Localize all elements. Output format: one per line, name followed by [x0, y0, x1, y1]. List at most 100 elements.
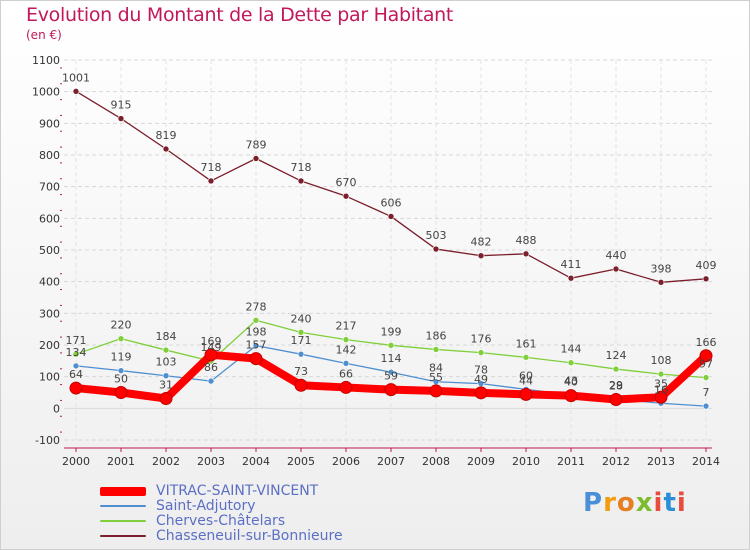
- data-point: [117, 115, 125, 122]
- y-tick-label: 900: [39, 117, 60, 130]
- data-label: 7: [703, 386, 710, 399]
- data-label: 670: [336, 176, 357, 189]
- y-tick-label: 1000: [32, 86, 60, 99]
- x-tick-label: 2002: [152, 455, 180, 468]
- data-label: 35: [654, 377, 668, 390]
- data-point: [252, 155, 260, 162]
- data-label: 199: [381, 325, 402, 338]
- x-tick-label: 2004: [242, 455, 270, 468]
- data-point: [384, 383, 398, 397]
- data-label: 184: [156, 330, 177, 343]
- data-label: 55: [429, 371, 443, 384]
- data-point: [387, 213, 395, 220]
- data-point: [609, 392, 623, 406]
- data-point: [114, 386, 128, 399]
- data-label: 819: [156, 129, 177, 142]
- data-label: 220: [111, 319, 132, 332]
- data-point: [429, 384, 443, 398]
- data-label: 16: [654, 383, 668, 396]
- data-label: 176: [471, 333, 492, 346]
- data-label: 66: [339, 367, 353, 380]
- data-point: [567, 274, 575, 282]
- data-label: 198: [246, 326, 267, 339]
- data-point: [339, 380, 353, 394]
- data-point: [657, 370, 665, 378]
- data-label: 169: [201, 335, 222, 348]
- legend-label: Chasseneuil-sur-Bonnieure: [156, 528, 343, 544]
- legend-label: Cherves-Châtelars: [156, 513, 286, 529]
- data-point: [387, 368, 395, 376]
- data-point: [432, 245, 440, 253]
- data-label: 409: [696, 259, 717, 272]
- legend-swatch: [100, 520, 146, 522]
- data-label: 440: [606, 249, 627, 262]
- data-label: 134: [66, 346, 87, 359]
- data-label: 28: [609, 379, 623, 392]
- data-label: 103: [156, 356, 177, 369]
- data-label: 114: [381, 352, 402, 365]
- data-label: 278: [246, 300, 267, 313]
- data-label: 64: [69, 368, 83, 381]
- data-label: 149: [201, 341, 222, 354]
- data-label: 186: [426, 329, 447, 342]
- y-tick-label: 700: [39, 181, 60, 194]
- data-label: 718: [201, 161, 222, 174]
- data-label: 171: [291, 334, 312, 347]
- x-tick-label: 2008: [422, 455, 450, 468]
- y-tick-label: 800: [39, 149, 60, 162]
- data-point: [477, 252, 485, 259]
- data-label: 503: [426, 229, 447, 242]
- data-point: [252, 342, 260, 349]
- data-point: [612, 365, 620, 373]
- data-point: [702, 275, 710, 283]
- data-label: 488: [516, 234, 537, 247]
- data-label: 606: [381, 196, 402, 209]
- data-label: 171: [66, 334, 87, 347]
- data-label: 73: [294, 365, 308, 378]
- data-point: [117, 367, 125, 374]
- data-label: 60: [519, 369, 533, 382]
- data-label: 1001: [62, 71, 90, 84]
- data-point: [162, 145, 170, 153]
- data-point: [342, 192, 350, 200]
- data-point: [699, 349, 713, 363]
- data-point: [654, 390, 668, 404]
- data-label: 124: [606, 349, 627, 362]
- x-tick-label: 2011: [557, 455, 585, 468]
- legend-swatch: [100, 535, 146, 537]
- y-tick-label: 300: [39, 307, 60, 320]
- x-tick-label: 2006: [332, 455, 360, 468]
- data-point: [657, 278, 665, 286]
- data-point: [294, 378, 308, 392]
- data-label: 144: [561, 343, 582, 356]
- data-point: [477, 349, 485, 356]
- y-tick-label: 200: [39, 339, 60, 352]
- data-label: 78: [474, 364, 488, 377]
- data-point: [207, 177, 215, 185]
- chart-subtitle: (en €): [26, 28, 62, 42]
- data-label: 108: [651, 354, 672, 367]
- data-label: 915: [111, 99, 132, 112]
- data-point: [342, 336, 350, 343]
- data-point: [72, 88, 80, 95]
- y-tick-label: 0: [53, 402, 60, 415]
- data-point: [519, 387, 533, 401]
- data-point: [702, 402, 710, 410]
- data-label: 411: [561, 258, 582, 271]
- data-point: [204, 348, 218, 362]
- data-point: [117, 335, 125, 342]
- data-point: [522, 250, 530, 258]
- data-label: 157: [246, 339, 267, 352]
- data-label: 166: [696, 336, 717, 349]
- data-point: [69, 381, 83, 395]
- data-label: 43: [564, 375, 578, 388]
- legend-swatch: [100, 505, 146, 507]
- data-point: [432, 346, 440, 353]
- data-label: 789: [246, 138, 267, 151]
- data-label: 398: [651, 262, 672, 275]
- x-tick-label: 2000: [62, 455, 90, 468]
- y-tick-label: 600: [39, 212, 60, 225]
- data-label: 40: [564, 376, 578, 389]
- data-label: 142: [336, 343, 357, 356]
